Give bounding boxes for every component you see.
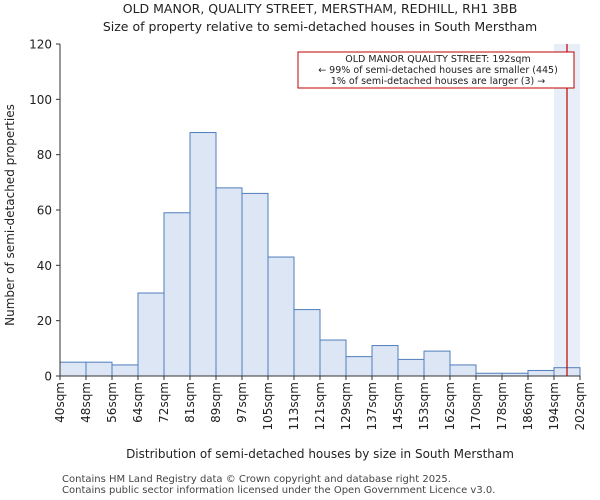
- x-tick-label: 105sqm: [261, 382, 275, 430]
- bar-145sqm: [397, 358, 425, 377]
- y-tick-label: 120: [29, 38, 52, 52]
- x-tick-label: 97sqm: [235, 382, 249, 423]
- bar-153sqm: [423, 350, 451, 377]
- x-tick-label: 170sqm: [469, 382, 483, 430]
- bar-89sqm: [215, 187, 243, 377]
- x-tick-label: 145sqm: [391, 382, 405, 430]
- annotation-smaller: ← 99% of semi-detached houses are smalle…: [318, 65, 558, 76]
- bar-113sqm: [293, 309, 321, 377]
- y-tick-label: 60: [37, 204, 52, 218]
- y-tick-label: 40: [37, 259, 52, 273]
- x-tick-label: 129sqm: [339, 382, 353, 430]
- x-tick-label: 48sqm: [79, 382, 93, 423]
- plot-area: 0 20 40 60 80 100 120 40sqm 48sqm 56sqm 64sqm 72sqm…: [29, 38, 587, 431]
- bar-72sqm: [163, 212, 191, 377]
- x-tick-label: 186sqm: [521, 382, 535, 430]
- x-tick-label: 40sqm: [53, 382, 67, 423]
- x-tick-label: 137sqm: [365, 382, 379, 430]
- y-axis-label: Number of semi-detached properties: [3, 104, 17, 326]
- x-tick-label: 89sqm: [209, 382, 223, 423]
- bar-137sqm: [371, 345, 399, 377]
- x-tick-label: 178sqm: [495, 382, 509, 430]
- bar-162sqm: [449, 364, 477, 377]
- chart-title: OLD MANOR, QUALITY STREET, MERSTHAM, RED…: [123, 1, 518, 16]
- bar-40sqm: [59, 361, 87, 377]
- bar-48sqm: [85, 361, 113, 377]
- x-tick-label: 72sqm: [157, 382, 171, 423]
- footer-copyright: Contains HM Land Registry data © Crown c…: [62, 474, 451, 485]
- annotation-box: [297, 51, 575, 89]
- bar-81sqm: [189, 132, 217, 377]
- y-tick-label: 80: [37, 148, 52, 162]
- bar-129sqm: [345, 356, 373, 377]
- x-tick-label: 81sqm: [183, 382, 197, 423]
- bar-105sqm: [267, 256, 295, 377]
- chart-subtitle: Size of property relative to semi-detach…: [103, 19, 537, 34]
- bar-186sqm: [527, 369, 555, 377]
- x-tick-label: 121sqm: [313, 382, 327, 430]
- x-tick-label: 194sqm: [547, 382, 561, 430]
- y-tick-label: 100: [29, 93, 52, 107]
- x-tick-label: 64sqm: [131, 382, 145, 423]
- y-tick-label: 20: [37, 314, 52, 328]
- y-tick-label: 0: [44, 370, 52, 384]
- x-axis-label: Distribution of semi-detached houses by …: [126, 447, 514, 461]
- annotation-larger: 1% of semi-detached houses are larger (3…: [331, 76, 545, 87]
- annotation-title: OLD MANOR QUALITY STREET: 192sqm: [345, 54, 530, 65]
- bar-64sqm: [137, 292, 165, 377]
- x-tick-label: 153sqm: [417, 382, 431, 430]
- x-tick-label: 56sqm: [105, 382, 119, 423]
- x-tick-label: 202sqm: [573, 382, 587, 430]
- bar-56sqm: [111, 364, 139, 377]
- footer-licence: Contains public sector information licen…: [62, 485, 496, 496]
- bar-97sqm: [241, 192, 269, 377]
- bar-121sqm: [319, 339, 347, 377]
- x-tick-label: 113sqm: [287, 382, 301, 430]
- x-tick-label: 162sqm: [443, 382, 457, 430]
